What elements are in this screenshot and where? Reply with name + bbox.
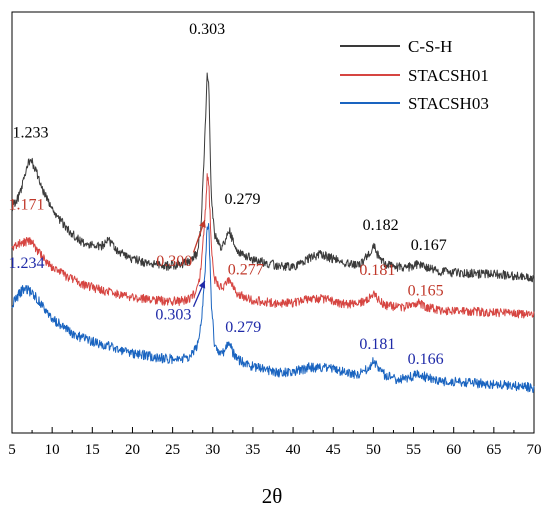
peak-label: 0.166	[408, 351, 444, 368]
peak-label: 1.234	[8, 255, 44, 272]
series-layer	[11, 72, 535, 393]
legend: C-S-H STACSH01 STACSH03	[340, 37, 489, 113]
x-tick-label: 40	[286, 442, 301, 458]
x-tick-label: 45	[326, 442, 341, 458]
peak-arrow	[192, 219, 206, 253]
arrow-layer	[192, 219, 206, 307]
x-tick-label: 5	[8, 442, 16, 458]
x-tick-label: 60	[446, 442, 461, 458]
peak-label: 1.233	[12, 124, 48, 141]
x-tick-label: 30	[205, 442, 220, 458]
peak-label: 0.300	[156, 253, 192, 270]
x-tick-label: 20	[125, 442, 140, 458]
peak-label: 0.165	[408, 282, 444, 299]
x-tick-label: 65	[486, 442, 501, 458]
x-tick-label: 10	[45, 442, 60, 458]
tick-layer: 5 10 15 20 25 30 35 40 45 50 55 60 65 70	[8, 427, 542, 458]
peak-label: 0.279	[224, 191, 260, 208]
peak-label: 0.167	[411, 237, 447, 254]
x-tick-label: 55	[406, 442, 421, 458]
peak-label: 0.303	[155, 307, 191, 324]
legend-label-csh: C-S-H	[408, 37, 452, 56]
x-tick-label: 35	[245, 442, 260, 458]
annotation-layer: 0.303 1.233 0.279 0.182 0.167 1.171 0.300 0.277…	[8, 21, 446, 368]
peak-label: 0.182	[363, 217, 399, 234]
series-line-stacsh03	[11, 223, 535, 393]
series-line-stacsh01	[11, 173, 535, 319]
peak-arrow	[192, 280, 206, 307]
plot-area: 0.303 1.233 0.279 0.182 0.167 1.171 0.300 0.277…	[8, 11, 542, 458]
x-tick-label: 25	[165, 442, 180, 458]
peak-label: 0.303	[189, 21, 225, 38]
peak-label: 1.171	[8, 197, 44, 214]
peak-label: 0.181	[359, 336, 395, 353]
peak-label: 0.279	[225, 319, 261, 336]
x-tick-label: 50	[366, 442, 381, 458]
x-tick-label: 70	[527, 442, 542, 458]
peak-label: 0.181	[359, 262, 395, 279]
x-tick-label: 15	[85, 442, 100, 458]
series-line-c-s-h	[11, 72, 535, 283]
legend-label-stacsh01: STACSH01	[408, 66, 489, 85]
peak-label: 0.277	[228, 261, 264, 278]
x-axis-title: 2θ	[262, 484, 283, 508]
legend-label-stacsh03: STACSH03	[408, 94, 489, 113]
